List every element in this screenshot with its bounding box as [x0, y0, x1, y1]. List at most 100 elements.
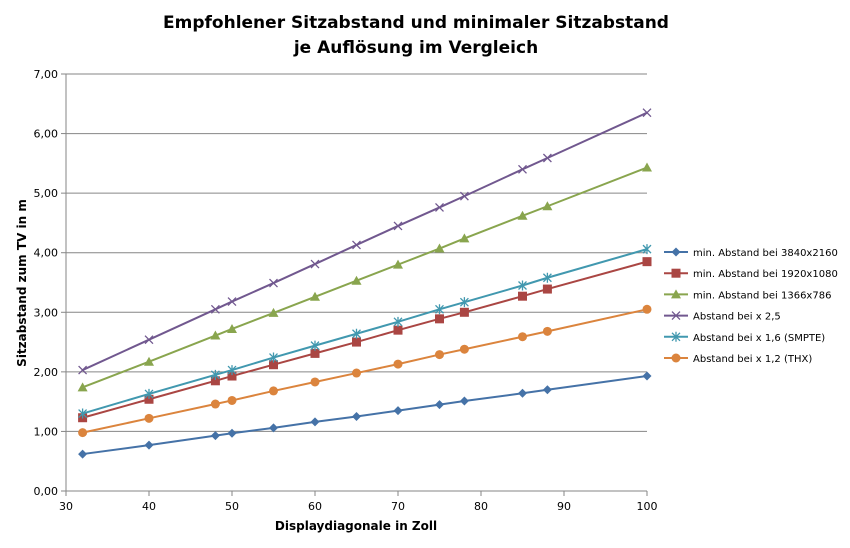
legend-label: Abstand bei x 2,5 [693, 312, 781, 323]
data-point [518, 164, 527, 174]
data-point [435, 400, 444, 410]
y-tick-label: 5,00 [34, 187, 59, 200]
y-tick-label: 7,00 [34, 68, 59, 81]
data-point [642, 108, 652, 118]
legend-label: min. Abstand bei 1920x1080 [693, 269, 838, 280]
series-line [82, 260, 648, 419]
data-point [352, 328, 361, 339]
x-tick-label: 50 [225, 500, 239, 513]
data-point [459, 191, 469, 201]
x-tick-label: 90 [557, 500, 571, 513]
data-point [393, 221, 403, 231]
data-point [434, 243, 445, 253]
y-tick-label: 0,00 [34, 485, 59, 498]
data-point [77, 382, 88, 392]
data-point [542, 385, 552, 395]
chart-title-line-2: je Auflösung im Vergleich [293, 38, 538, 58]
data-point [518, 280, 527, 291]
y-axis-label: Sitzabstand zum TV in m [15, 199, 29, 367]
data-point [310, 417, 320, 427]
data-point [459, 233, 470, 243]
legend-marker [671, 247, 681, 257]
data-point [542, 326, 552, 336]
data-point [144, 388, 154, 399]
data-point [78, 408, 88, 419]
data-point [227, 365, 237, 376]
x-tick-label: 40 [142, 500, 156, 513]
data-point [310, 348, 320, 358]
legend-marker [671, 311, 681, 321]
data-point [393, 359, 403, 369]
data-point [352, 368, 361, 378]
legend-marker [671, 268, 681, 278]
data-point [310, 259, 320, 269]
data-point [393, 316, 403, 327]
data-point [227, 297, 237, 307]
data-point [210, 376, 220, 386]
data-point [210, 431, 220, 441]
data-point [210, 369, 220, 380]
data-point [517, 210, 528, 220]
data-point [352, 337, 361, 347]
data-point [210, 399, 220, 409]
series-line [82, 166, 648, 389]
data-point [227, 428, 237, 438]
legend-label: min. Abstand bei 3840x2160 [693, 248, 838, 259]
data-point [144, 335, 154, 345]
data-point [144, 413, 154, 423]
data-point [269, 360, 278, 370]
legend-label: Abstand bei x 1,6 (SMPTE) [693, 333, 825, 344]
data-point [227, 371, 237, 381]
data-point [542, 201, 553, 211]
data-point [351, 275, 362, 285]
data-point [459, 307, 469, 317]
data-point [269, 278, 278, 288]
data-point [269, 386, 278, 396]
data-point [393, 259, 403, 269]
data-point [310, 377, 320, 387]
data-point [352, 412, 361, 422]
data-point [642, 257, 652, 267]
data-point [542, 284, 552, 294]
y-tick-label: 2,00 [34, 366, 59, 379]
data-point [144, 356, 154, 366]
data-point [78, 365, 88, 375]
data-point [542, 272, 552, 283]
data-point [352, 240, 361, 250]
data-point [459, 396, 469, 406]
data-point [144, 394, 154, 404]
x-tick-label: 70 [391, 500, 405, 513]
data-point [227, 323, 237, 333]
x-axis-label: Displaydiagonale in Zoll [275, 519, 437, 533]
data-point [393, 325, 403, 335]
data-point [435, 350, 444, 360]
data-point [269, 423, 278, 433]
data-point [642, 371, 652, 381]
data-point [227, 395, 237, 405]
data-point [310, 340, 320, 351]
data-point [310, 291, 320, 301]
y-tick-label: 3,00 [34, 306, 59, 319]
data-point [642, 304, 652, 314]
y-tick-label: 1,00 [34, 425, 59, 438]
data-point [210, 304, 220, 314]
x-tick-label: 60 [308, 500, 322, 513]
legend-label: min. Abstand bei 1366x786 [693, 290, 831, 301]
data-point [642, 244, 652, 255]
x-tick-label: 80 [474, 500, 488, 513]
data-point [269, 352, 278, 363]
y-tick-label: 6,00 [34, 128, 59, 141]
data-point [78, 449, 88, 459]
legend-marker [671, 289, 681, 299]
data-point [268, 307, 279, 317]
chart-title-line-1: Empfohlener Sitzabstand und minimaler Si… [163, 13, 669, 33]
data-point [642, 162, 652, 172]
x-tick-label: 100 [637, 500, 658, 513]
data-point [210, 330, 221, 340]
data-point [435, 304, 444, 315]
data-point [542, 153, 552, 163]
legend-marker [671, 353, 681, 363]
data-point [435, 314, 444, 324]
